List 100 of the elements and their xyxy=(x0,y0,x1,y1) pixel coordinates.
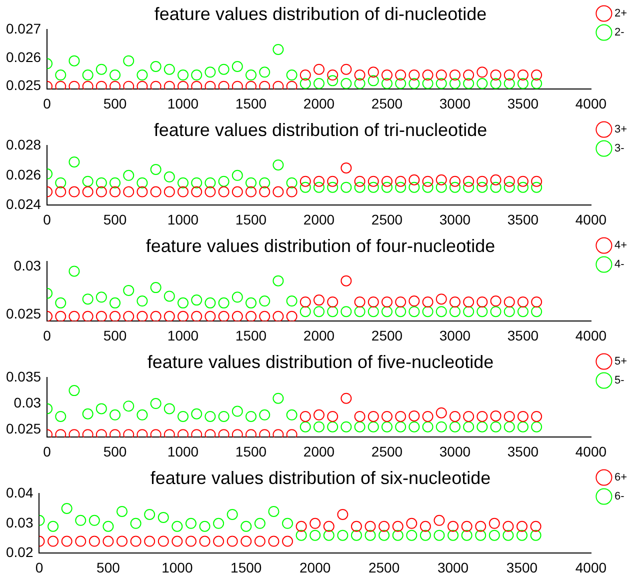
x-tick-label: 4000 xyxy=(575,95,607,112)
point xyxy=(150,310,162,322)
point xyxy=(436,182,447,193)
point xyxy=(340,275,352,286)
point xyxy=(178,80,189,90)
point xyxy=(296,520,307,532)
point xyxy=(204,186,216,198)
point xyxy=(422,182,434,193)
point xyxy=(136,80,148,90)
y-tick-label: 0.026 xyxy=(6,166,42,182)
point xyxy=(422,306,434,318)
point xyxy=(172,520,183,532)
point xyxy=(449,78,460,90)
point xyxy=(408,410,420,422)
point xyxy=(178,310,189,322)
point xyxy=(463,306,474,318)
point xyxy=(354,306,366,318)
point xyxy=(449,410,460,422)
point xyxy=(68,266,80,277)
point xyxy=(286,80,298,90)
point xyxy=(436,70,447,81)
point xyxy=(395,296,406,308)
x-tick-label: 4000 xyxy=(575,559,607,576)
point xyxy=(475,520,486,532)
point xyxy=(136,409,148,420)
point xyxy=(381,70,392,81)
point xyxy=(259,177,270,188)
point xyxy=(313,182,324,193)
point xyxy=(75,536,86,547)
point xyxy=(340,306,352,318)
legend-label: 4- xyxy=(614,258,625,271)
point xyxy=(191,80,202,90)
point xyxy=(268,506,280,517)
point xyxy=(150,164,162,175)
point xyxy=(354,78,366,90)
point xyxy=(502,530,514,541)
point xyxy=(463,182,474,193)
point xyxy=(436,174,447,186)
point xyxy=(368,66,379,78)
point xyxy=(313,78,324,90)
y-tick-label: 0.027 xyxy=(6,20,42,36)
point xyxy=(164,80,175,90)
point xyxy=(310,518,321,529)
point xyxy=(381,410,392,422)
point xyxy=(96,403,107,414)
y-tick-label: 0.03 xyxy=(14,394,42,410)
x-tick-label: 4000 xyxy=(575,327,607,344)
point xyxy=(254,518,266,529)
point xyxy=(68,80,80,90)
point xyxy=(504,176,515,187)
point xyxy=(240,536,252,547)
chart-title: feature values distribution of tri-nucleotide xyxy=(154,120,488,140)
point xyxy=(381,296,392,308)
y-tick-label: 0.025 xyxy=(6,420,42,436)
legend-label: 6+ xyxy=(614,472,628,484)
point xyxy=(368,75,379,86)
point xyxy=(55,80,66,90)
point xyxy=(313,176,324,187)
point xyxy=(436,306,447,318)
x-tick-label: 500 xyxy=(103,211,127,228)
point xyxy=(327,176,338,187)
legend-label: 5- xyxy=(614,374,625,387)
point xyxy=(504,70,515,81)
point xyxy=(422,78,434,90)
point xyxy=(286,310,298,322)
point xyxy=(531,410,542,422)
x-tick-label: 2000 xyxy=(303,443,335,460)
point xyxy=(300,182,311,193)
point xyxy=(144,508,156,520)
chart-title: feature values distribution of six-nucleotide xyxy=(150,468,491,488)
point xyxy=(517,410,528,422)
point xyxy=(476,421,488,432)
point xyxy=(408,70,420,81)
point xyxy=(354,296,366,308)
y-tick-label: 0.03 xyxy=(6,514,34,530)
point xyxy=(488,530,500,541)
x-tick-label: 2000 xyxy=(303,211,335,228)
point xyxy=(531,306,542,318)
point xyxy=(123,170,134,181)
point xyxy=(354,70,366,81)
point xyxy=(164,171,175,182)
point xyxy=(136,70,148,81)
point xyxy=(55,70,66,81)
point xyxy=(449,182,460,193)
point xyxy=(313,294,324,306)
point xyxy=(130,536,142,547)
point xyxy=(392,530,404,541)
point xyxy=(378,530,390,541)
point xyxy=(436,407,447,418)
point xyxy=(395,306,406,318)
point xyxy=(296,530,307,541)
point xyxy=(282,518,294,529)
x-tick-label: 3000 xyxy=(439,211,471,228)
point xyxy=(204,80,216,90)
legend-label: 3- xyxy=(614,142,625,155)
point xyxy=(422,410,434,422)
point xyxy=(381,78,392,90)
point xyxy=(406,530,418,541)
chart-title: feature values distribution of five-nucleotide xyxy=(147,352,494,372)
point xyxy=(531,182,542,193)
